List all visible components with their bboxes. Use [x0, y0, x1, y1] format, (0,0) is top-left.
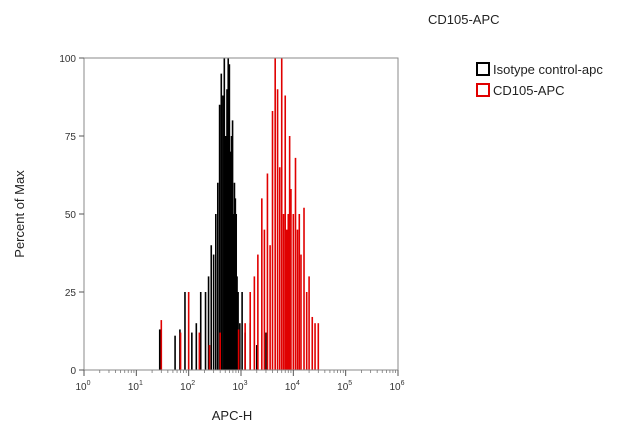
x-axis-label: APC-H [212, 408, 252, 423]
plot-frame [83, 57, 399, 371]
series-isotype [158, 58, 267, 370]
x-tick-label: 105 [337, 380, 352, 393]
series-layer [158, 58, 320, 370]
legend-label-isotype: Isotype control-apc [493, 62, 603, 77]
x-tick-label: 106 [389, 380, 404, 393]
series-cd105 [160, 58, 320, 370]
y-tick-label: 75 [65, 132, 77, 143]
legend-swatch-cd105 [476, 83, 490, 97]
x-tick-label: 103 [232, 380, 247, 393]
legend: Isotype control-apc CD105-APC [476, 62, 603, 98]
legend-swatch-isotype [476, 62, 490, 76]
y-tick-label: 25 [65, 288, 77, 299]
y-axis: 0 25 50 75 100 [59, 54, 84, 377]
chart-title: CD105-APC [428, 12, 500, 27]
y-tick-label: 100 [59, 54, 76, 65]
x-tick-label: 104 [285, 380, 300, 393]
x-tick-label: 101 [128, 380, 143, 393]
x-axis: 100 101 102 103 104 105 106 [75, 370, 405, 393]
legend-label-cd105: CD105-APC [493, 83, 565, 98]
y-tick-label: 50 [65, 210, 77, 221]
y-axis-label: Percent of Max [12, 170, 27, 258]
y-tick-label: 0 [70, 366, 76, 377]
x-tick-label: 100 [75, 380, 90, 393]
x-tick-label: 102 [180, 380, 195, 393]
